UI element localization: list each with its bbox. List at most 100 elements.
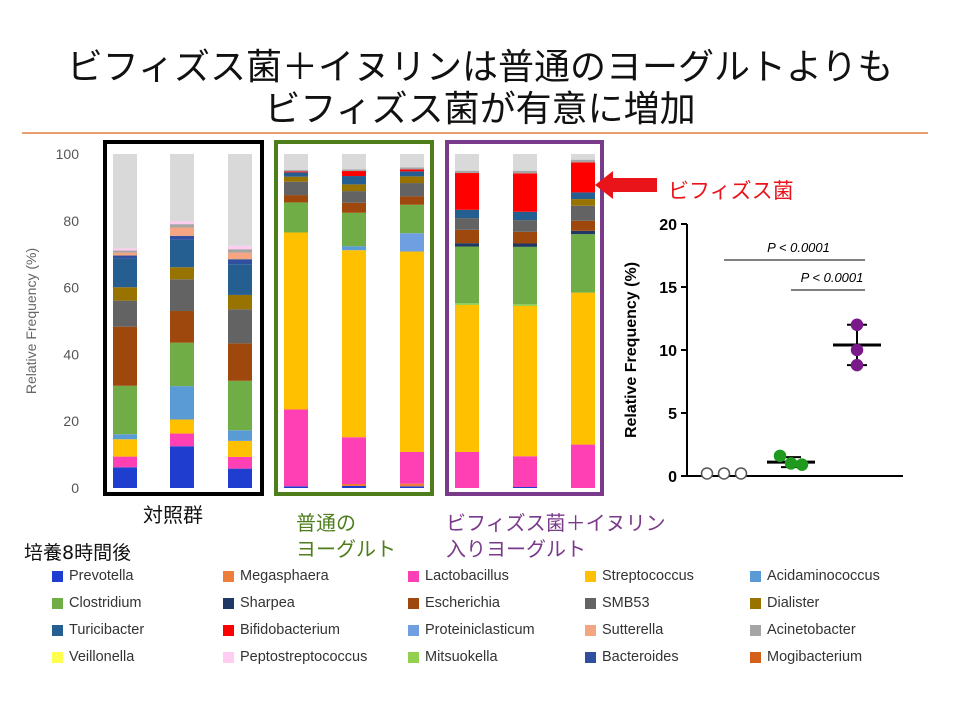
bar-segment-other <box>571 154 595 160</box>
bar-segment <box>455 246 479 304</box>
group-label-bifido-line1: ビフィズス菌＋イヌリン <box>446 511 666 535</box>
legend-label: Streptococcus <box>602 568 694 584</box>
y-tick-label: 20 <box>63 413 79 429</box>
legend-swatch <box>223 597 234 609</box>
bar-segment <box>284 170 308 172</box>
legend-label: Acinetobacter <box>767 622 856 638</box>
legend-item: Acidaminococcus <box>750 566 880 586</box>
significance-label: P < 0.0001 <box>801 270 864 285</box>
legend-item: Veillonella <box>52 647 134 667</box>
bar-segment <box>228 264 252 295</box>
bar-segment <box>113 439 137 457</box>
data-point <box>773 449 787 463</box>
y-tick-label: 60 <box>63 280 79 296</box>
legend-item: Bifidobacterium <box>223 620 340 640</box>
bar-segment <box>400 169 424 172</box>
bar-segment <box>284 181 308 196</box>
dot-y-tick-label: 20 <box>659 217 677 234</box>
bar-segment <box>400 176 424 184</box>
slide-title-line2: ビフィズス菌が有意に増加 <box>264 89 696 130</box>
legend-label: Sharpea <box>240 595 295 611</box>
bar-segment <box>228 440 252 457</box>
legend-swatch <box>750 597 761 609</box>
y-tick-label: 40 <box>63 346 79 362</box>
bar-segment <box>455 243 479 247</box>
bar-segment-other <box>284 154 308 171</box>
data-point <box>850 318 864 332</box>
legend-label: Sutterella <box>602 622 664 638</box>
bar-segment <box>342 191 366 203</box>
legend-swatch <box>52 624 63 636</box>
bar-segment <box>455 173 479 210</box>
legend-item: Prevotella <box>52 566 133 586</box>
bar-segment <box>113 250 137 253</box>
legend-item: Bacteroides <box>585 647 679 667</box>
legend-swatch <box>52 651 63 663</box>
bar-segment <box>455 229 479 244</box>
bar-segment <box>170 419 194 434</box>
bar-segment <box>342 246 366 251</box>
bar-segment <box>170 235 194 240</box>
legend-swatch <box>750 651 761 663</box>
bar-segment <box>284 176 308 182</box>
bar-segment <box>284 172 308 177</box>
legend-label: Proteiniclasticum <box>425 622 535 638</box>
bar-segment-other <box>113 154 137 249</box>
culture-time-label: 培養8時間後 <box>24 542 132 564</box>
bar-segment <box>513 486 537 488</box>
bar-segment <box>228 430 252 441</box>
bar-segment <box>113 300 137 327</box>
bar-segment <box>455 170 479 174</box>
bar-segment <box>113 248 137 251</box>
legend-item: Streptococcus <box>585 566 694 586</box>
legend-swatch <box>52 570 63 582</box>
legend-label: Mogibacterium <box>767 649 863 665</box>
legend-item: Acinetobacter <box>750 620 856 640</box>
legend-item: Peptostreptococcus <box>223 647 367 667</box>
y-tick-label: 0 <box>71 480 79 496</box>
bar-segment-other <box>342 154 366 170</box>
legend-swatch <box>223 570 234 582</box>
bar-segment <box>342 171 366 177</box>
bar-segment <box>170 224 194 228</box>
bar-segment <box>113 434 137 440</box>
bar-segment <box>400 251 424 452</box>
bar-segment <box>170 342 194 387</box>
group-label-control: 対照群 <box>143 503 203 527</box>
bar-segment <box>455 218 479 230</box>
bar-segment <box>342 184 366 192</box>
y-axis-label: Relative Frequency (%) <box>23 248 39 394</box>
bar-segment <box>170 227 194 236</box>
slide-title-line1: ビフィズス菌＋イヌリンは普通のヨーグルトよりも <box>66 47 894 88</box>
bar-segment <box>113 252 137 256</box>
legend-swatch <box>223 624 234 636</box>
bar-segment <box>571 234 595 293</box>
legend-swatch <box>408 651 419 663</box>
plain-yogurt-group-box <box>274 140 434 496</box>
legend-item: Proteiniclasticum <box>408 620 535 640</box>
legend-swatch <box>585 624 596 636</box>
legend-label: Mitsuokella <box>425 649 498 665</box>
bar-segment <box>284 232 308 410</box>
bar-segment <box>113 255 137 259</box>
data-point <box>784 457 798 470</box>
control-group-box <box>103 140 264 496</box>
legend-label: Veillonella <box>69 649 135 665</box>
bar-segment <box>342 483 366 486</box>
dot-y-tick-label: 15 <box>659 280 677 297</box>
bar-segment <box>342 485 366 488</box>
legend-swatch <box>223 651 234 663</box>
bar-segment <box>228 380 252 431</box>
bar-segment <box>228 252 252 260</box>
dot-y-tick-label: 5 <box>668 406 677 423</box>
dot-y-tick-label: 10 <box>659 343 677 360</box>
bar-segment-other <box>455 154 479 171</box>
data-point <box>700 467 714 480</box>
group-label-bifido-line2: 入りヨーグルト <box>446 537 586 561</box>
legend-swatch <box>750 624 761 636</box>
legend-item: Lactobacillus <box>408 566 509 586</box>
bar-segment <box>342 202 366 213</box>
bar-segment <box>571 192 595 200</box>
legend-item: Mitsuokella <box>408 647 498 667</box>
bar-segment <box>400 483 424 487</box>
